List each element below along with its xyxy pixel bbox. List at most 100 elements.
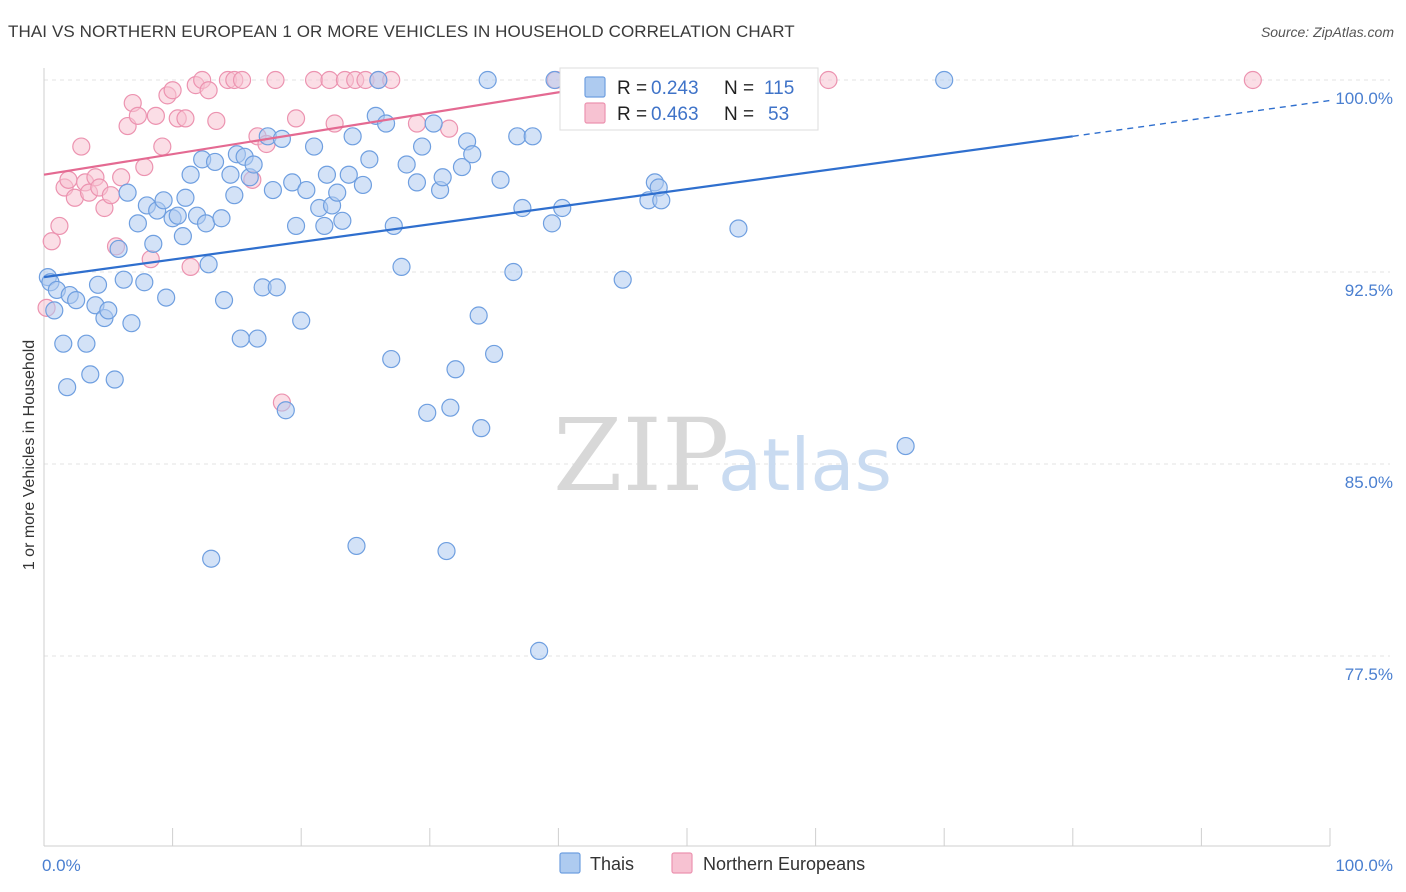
thais-point-73 <box>384 216 403 236</box>
thais-point-11 <box>88 275 108 294</box>
thais-point-78 <box>418 403 437 422</box>
watermark-zip: ZIP <box>553 397 729 514</box>
legend-n-label-northern: N = <box>724 104 754 125</box>
thais-point-82 <box>437 541 456 561</box>
thais-point-15 <box>109 239 128 259</box>
thais-point-97 <box>530 641 549 660</box>
thais-point-110 <box>935 70 954 90</box>
northern-point-37 <box>266 70 285 90</box>
northern-point-48 <box>407 114 427 133</box>
watermark: ZIP atlas <box>553 397 892 514</box>
thais-point-68 <box>360 150 379 169</box>
thais-point-34 <box>199 255 218 274</box>
thais-point-38 <box>214 291 234 310</box>
northern-point-6 <box>72 137 91 156</box>
thais-point-13 <box>99 301 118 320</box>
y-tick-labels: 77.5% 85.0% 92.5% 100.0% <box>1335 89 1393 684</box>
legend-swatch-thais <box>584 76 606 98</box>
northern-point-30 <box>207 111 226 131</box>
thais-point-84 <box>446 360 465 379</box>
thais-point-60 <box>317 165 337 184</box>
thais-point-51 <box>272 129 292 148</box>
northern-point-2 <box>50 216 69 236</box>
bottom-legend-swatch-northern <box>671 852 693 874</box>
legend-n-label-thais: N = <box>724 78 754 99</box>
northern-point-14 <box>112 168 131 187</box>
thais-point-49 <box>263 180 283 200</box>
thais-point-36 <box>205 152 225 172</box>
thais-point-103 <box>613 270 632 289</box>
thais-trend-line <box>43 135 1073 279</box>
thais-point-108 <box>729 219 748 238</box>
thais-point-93 <box>504 262 523 282</box>
legend-swatch-northern <box>584 102 606 124</box>
bottom-legend-label-thais: Thais <box>590 854 634 874</box>
legend-r-value-northern: 0.463 <box>651 104 699 125</box>
chart-title: THAI VS NORTHERN EUROPEAN 1 OR MORE VEHI… <box>8 22 795 41</box>
thais-point-89 <box>472 419 491 438</box>
thais-point-59 <box>315 216 334 236</box>
thais-point-92 <box>491 170 510 189</box>
thais-point-81 <box>433 168 452 187</box>
thais-point-7 <box>67 291 86 310</box>
y-tick-label-0: 77.5% <box>1345 665 1393 684</box>
thais-point-54 <box>286 216 306 236</box>
thais-point-91 <box>485 344 504 364</box>
thais-point-94 <box>508 127 527 146</box>
thais-point-33 <box>196 214 216 233</box>
thais-point-2 <box>45 301 64 320</box>
northern-point-52 <box>1243 70 1262 90</box>
northern-point-4 <box>59 170 78 189</box>
northern-point-29 <box>199 81 218 100</box>
northern-trend-line <box>43 78 636 176</box>
thais-point-35 <box>202 549 221 568</box>
northern-point-12 <box>101 186 120 205</box>
source-credit: Source: ZipAtlas.com <box>1260 24 1394 40</box>
northern-point-18 <box>135 157 154 177</box>
thais-point-66 <box>347 536 366 556</box>
northern-point-23 <box>163 81 182 100</box>
thais-point-65 <box>343 127 362 146</box>
legend-n-value-northern: 53 <box>768 104 789 125</box>
legend-r-value-thais: 0.243 <box>651 78 699 99</box>
thais-series <box>38 70 954 660</box>
thais-point-22 <box>144 234 163 253</box>
thais-point-20 <box>135 273 154 292</box>
x-tick-label-max: 100.0% <box>1335 856 1393 875</box>
legend-r-label-northern: R = <box>617 104 647 125</box>
northern-point-26 <box>181 257 200 276</box>
thais-point-77 <box>412 137 432 156</box>
thais-point-42 <box>231 329 250 348</box>
thais-point-56 <box>297 180 316 200</box>
thais-point-50 <box>267 278 286 297</box>
legend-r-label-thais: R = <box>617 78 647 99</box>
thais-point-30 <box>181 165 200 184</box>
thais-point-64 <box>339 165 358 184</box>
thais-point-4 <box>54 334 73 353</box>
thais-point-85 <box>452 157 472 177</box>
thais-point-37 <box>212 209 231 228</box>
thais-point-28 <box>173 227 192 246</box>
northern-point-51 <box>819 70 838 90</box>
bottom-legend-label-northern: Northern Europeans <box>703 854 865 874</box>
y-tick-label-3: 100.0% <box>1335 89 1393 108</box>
northern-point-19 <box>141 250 160 269</box>
thais-point-79 <box>424 114 443 133</box>
thais-point-55 <box>292 311 311 330</box>
thais-point-75 <box>397 155 416 174</box>
northern-point-33 <box>232 70 252 90</box>
thais-trend-extension <box>1072 99 1331 138</box>
thais-point-71 <box>376 114 396 133</box>
thais-point-87 <box>463 145 482 164</box>
northern-point-17 <box>128 106 147 125</box>
thais-point-9 <box>81 365 100 384</box>
x-tick-marks <box>43 828 1331 846</box>
x-tick-label-min: 0.0% <box>42 856 81 875</box>
thais-point-17 <box>118 183 137 202</box>
stats-legend: R = 0.243 N = 115 R = 0.463 N = 53 <box>559 67 819 131</box>
thais-point-19 <box>128 214 147 233</box>
thais-point-24 <box>154 191 173 210</box>
thais-point-96 <box>523 127 542 146</box>
thais-point-67 <box>353 175 373 195</box>
